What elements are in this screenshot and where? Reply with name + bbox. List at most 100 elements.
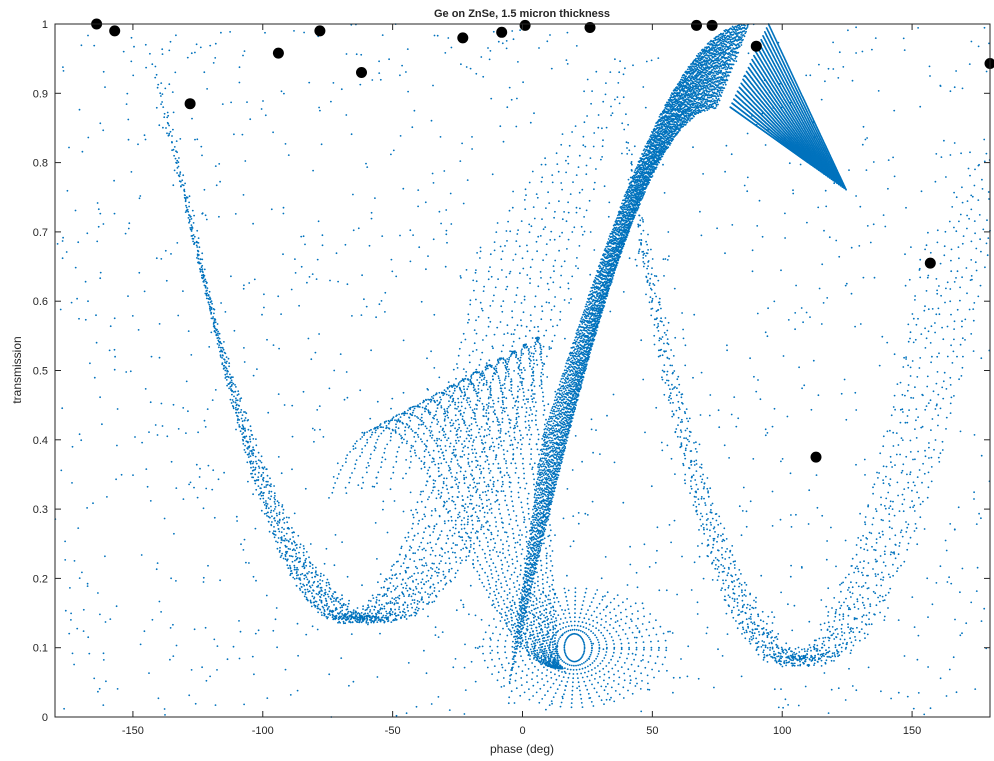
scatter-point bbox=[724, 72, 727, 75]
scatter-point bbox=[564, 430, 567, 433]
scatter-point bbox=[668, 141, 671, 144]
scatter-point bbox=[660, 140, 663, 143]
scatter-point bbox=[642, 193, 645, 196]
scatter-point bbox=[720, 69, 723, 72]
scatter-point bbox=[721, 81, 724, 84]
scatter-point bbox=[555, 476, 558, 479]
scatter-point bbox=[552, 467, 555, 470]
scatter-point bbox=[714, 107, 717, 109]
scatter-point bbox=[672, 133, 674, 135]
scatter-point bbox=[679, 106, 682, 109]
scatter-point bbox=[551, 490, 554, 493]
scatter-point bbox=[662, 153, 665, 156]
scatter-point bbox=[521, 594, 523, 596]
scatter-point bbox=[687, 92, 690, 95]
scatter-point bbox=[684, 118, 687, 121]
scatter-point bbox=[688, 96, 690, 99]
scatter-point bbox=[682, 125, 685, 128]
scatter-point bbox=[690, 89, 693, 91]
scatter-point bbox=[691, 112, 694, 115]
scatter-point bbox=[718, 67, 721, 70]
scatter-point bbox=[661, 149, 663, 151]
scatter-point bbox=[526, 567, 529, 570]
scatter-point bbox=[515, 640, 517, 643]
scatter-point bbox=[721, 91, 723, 94]
scatter-point bbox=[561, 447, 564, 449]
scatter-point bbox=[669, 137, 672, 139]
scatter-point bbox=[700, 107, 703, 109]
scatter-point bbox=[722, 83, 725, 86]
scatter-point bbox=[675, 124, 677, 126]
scatter-point bbox=[715, 103, 718, 106]
scatter-point bbox=[702, 76, 704, 79]
scatter-point bbox=[663, 130, 666, 133]
scatter-point bbox=[715, 96, 717, 98]
scatter-point bbox=[709, 90, 711, 92]
scatter-point bbox=[706, 74, 708, 77]
scatter-point bbox=[714, 100, 717, 102]
scatter-point bbox=[650, 157, 653, 159]
scatter-point bbox=[529, 557, 532, 560]
scatter-point bbox=[678, 117, 681, 119]
scatter-point bbox=[647, 170, 650, 173]
scatter-point bbox=[684, 123, 687, 126]
scatter-point bbox=[566, 418, 568, 421]
scatter-point bbox=[581, 366, 583, 369]
scatter-point bbox=[544, 528, 547, 531]
scatter-point bbox=[532, 529, 535, 532]
scatter-point bbox=[653, 155, 655, 158]
scatter-point bbox=[557, 438, 560, 441]
scatter-point bbox=[724, 73, 727, 76]
scatter-point bbox=[537, 532, 539, 535]
scatter-point bbox=[720, 89, 722, 92]
scatter-point bbox=[678, 127, 680, 129]
scatter-point bbox=[686, 117, 689, 119]
scatter-point bbox=[554, 478, 556, 481]
scatter-point bbox=[535, 530, 537, 533]
scatter-point bbox=[706, 85, 709, 88]
scatter-point bbox=[682, 107, 685, 109]
scatter-point bbox=[689, 119, 691, 122]
scatter-point bbox=[540, 544, 542, 547]
scatter-point bbox=[711, 93, 713, 96]
scatter-point bbox=[708, 105, 710, 108]
scatter-point bbox=[714, 68, 717, 70]
scatter-point bbox=[641, 196, 644, 199]
scatter-point bbox=[694, 98, 696, 100]
scatter-point bbox=[697, 103, 699, 106]
scatter-point bbox=[545, 484, 548, 487]
scatter-point bbox=[669, 135, 672, 137]
scatter-point bbox=[528, 595, 531, 598]
scatter-point bbox=[531, 531, 534, 534]
scatter-point bbox=[611, 257, 614, 260]
scatter-point bbox=[567, 419, 570, 421]
scatter-point bbox=[565, 432, 568, 435]
scatter-point bbox=[513, 651, 516, 654]
scatter-point bbox=[589, 326, 592, 329]
scatter-point bbox=[711, 76, 714, 79]
scatter-point bbox=[556, 452, 559, 455]
scatter-point bbox=[537, 515, 540, 518]
scatter-point bbox=[535, 521, 538, 524]
scatter-point bbox=[655, 163, 658, 166]
scatter-point bbox=[724, 83, 727, 86]
scatter-point bbox=[688, 116, 691, 118]
scatter-point bbox=[703, 82, 706, 84]
scatter-point bbox=[566, 430, 569, 433]
scatter-point bbox=[700, 98, 702, 101]
scatter-point bbox=[546, 478, 549, 481]
scatter-point bbox=[527, 547, 530, 550]
scatter-point bbox=[623, 226, 625, 228]
scatter-point bbox=[716, 101, 719, 104]
scatter-point bbox=[529, 546, 531, 549]
scatter-point bbox=[691, 117, 694, 120]
scatter-point bbox=[665, 135, 668, 138]
scatter-point bbox=[700, 87, 703, 90]
scatter-point bbox=[573, 381, 575, 384]
scatter-point bbox=[554, 451, 557, 454]
scatter-point bbox=[691, 93, 694, 95]
scatter-point bbox=[709, 77, 712, 80]
scatter-point bbox=[540, 534, 543, 537]
scatter-series bbox=[54, 23, 991, 718]
scatter-point bbox=[674, 121, 676, 123]
